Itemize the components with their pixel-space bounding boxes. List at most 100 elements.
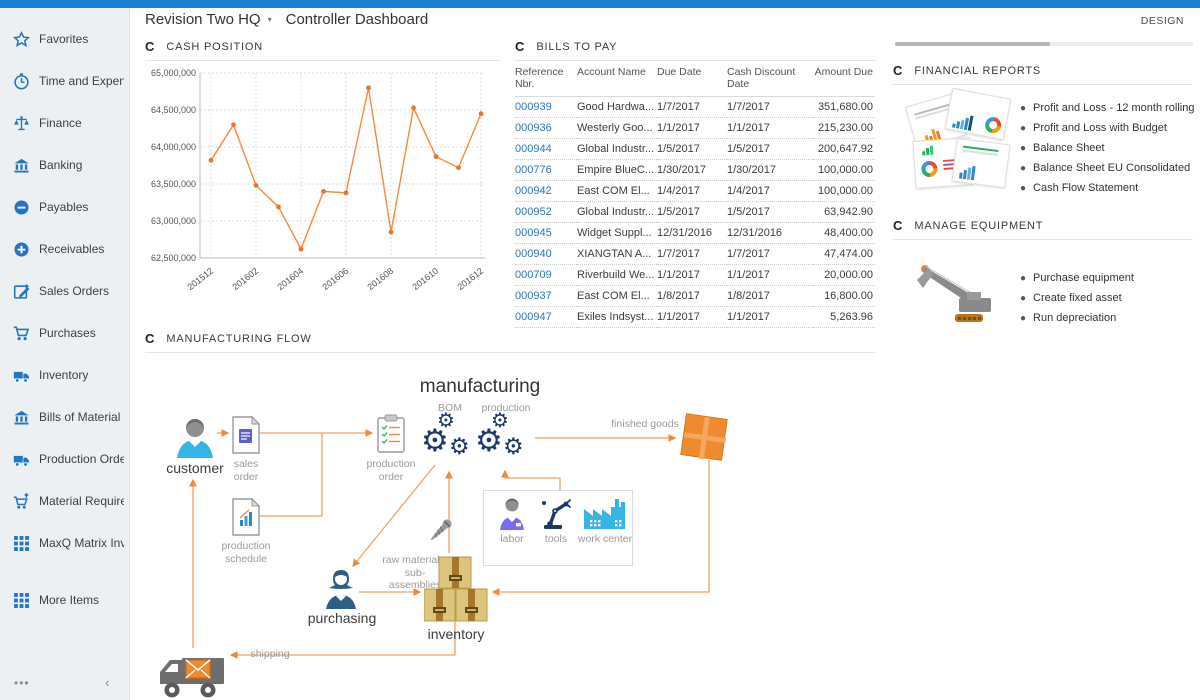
reference-link[interactable]: 000945 (515, 227, 552, 239)
sidebar-item-time-and-expenses[interactable]: Time and Expenses (0, 60, 130, 102)
amount-cell: 100,000.00 (813, 180, 875, 202)
account-cell: Global Industr... (577, 138, 657, 160)
sidebar-item-payables[interactable]: Payables (0, 186, 130, 228)
account-cell: Widget Suppl... (577, 222, 657, 244)
truck-icon (13, 371, 29, 383)
production-schedule-icon[interactable] (232, 498, 260, 536)
reference-link[interactable]: 000936 (515, 122, 552, 134)
shipping-truck-icon[interactable] (158, 650, 228, 700)
equipment-link[interactable]: ● Run depreciation (1020, 312, 1198, 325)
refresh-icon[interactable]: C (893, 218, 903, 233)
refresh-icon[interactable]: C (515, 39, 525, 54)
amount-cell: 47,474.00 (813, 243, 875, 265)
sidebar-item-material-requirem[interactable]: Material Requirem... (0, 480, 130, 522)
divider (145, 60, 500, 61)
column-header[interactable]: Account Name (577, 62, 657, 97)
bullet-icon: ● (1020, 313, 1027, 324)
customer-icon[interactable] (173, 416, 217, 460)
reference-link[interactable]: 000942 (515, 185, 552, 197)
refresh-icon[interactable]: C (893, 63, 903, 78)
sidebar-collapse-icon[interactable]: ‹ (105, 675, 110, 690)
table-row: 000944 Global Industr... 1/5/2017 1/5/2017 2… (515, 138, 875, 160)
crane-image (917, 265, 991, 322)
table-row: 000709 Riverbuild We... 1/1/2017 1/1/2017 20… (515, 264, 875, 286)
svg-text:201606: 201606 (320, 266, 350, 292)
refresh-icon[interactable]: C (145, 39, 155, 54)
sidebar-item-maxq-matrix-invent[interactable]: MaxQ Matrix Invent... (0, 522, 130, 564)
report-link[interactable]: ● Balance Sheet EU Consolidated (1020, 162, 1198, 175)
truck-icon (13, 455, 29, 467)
work-center-icon[interactable] (582, 497, 628, 531)
design-button[interactable]: DESIGN (1140, 15, 1184, 27)
column-header[interactable]: Amount Due (813, 62, 875, 97)
report-link[interactable]: ● Cash Flow Statement (1020, 182, 1198, 195)
report-link[interactable]: ● Profit and Loss with Budget (1020, 122, 1198, 135)
tools-icon[interactable] (540, 497, 572, 531)
horizontal-scrollbar-thumb[interactable] (895, 42, 1050, 46)
equipment-link[interactable]: ● Purchase equipment (1020, 272, 1198, 285)
sidebar-item-receivables[interactable]: Receivables (0, 228, 130, 270)
edit-icon (13, 283, 30, 299)
sales-order-icon[interactable] (232, 416, 260, 454)
sidebar-item-more-items[interactable]: More Items (0, 579, 130, 621)
sidebar-item-label: Material Requirem... (39, 494, 124, 508)
sidebar-item-banking[interactable]: Banking (0, 144, 130, 186)
column-header[interactable]: Due Date (657, 62, 727, 97)
sidebar-item-favorites[interactable]: Favorites (0, 18, 130, 60)
reference-link[interactable]: 000776 (515, 164, 552, 176)
column-header[interactable]: Reference Nbr. (515, 62, 577, 97)
bullet-icon: ● (1020, 163, 1027, 174)
sidebar-item-finance[interactable]: Finance (0, 102, 130, 144)
sidebar-item-bills-of-material[interactable]: Bills of Material (0, 396, 130, 438)
horizontal-scrollbar-track[interactable] (895, 42, 1193, 46)
equipment-link[interactable]: ● Create fixed asset (1020, 292, 1198, 305)
finished-goods-package-icon[interactable] (680, 413, 728, 461)
table-row: 000947 Exiles Indsyst... 1/1/2017 1/1/2017 5… (515, 306, 875, 328)
reference-link[interactable]: 000952 (515, 206, 552, 218)
table-row: 000942 East COM El... 1/4/2017 1/4/2017 100,… (515, 180, 875, 202)
account-cell: Exiles Indsyst... (577, 306, 657, 328)
production-schedule-label: production schedule (221, 540, 271, 565)
cash-position-chart[interactable]: 65,000,000 64,500,000 64,000,000 63,500,000… (143, 60, 503, 330)
report-link[interactable]: ● Profit and Loss - 12 month rolling (1020, 102, 1198, 115)
divider (893, 84, 1193, 85)
table-row: 000939 Good Hardwa... 1/7/2017 1/7/2017 351,… (515, 96, 875, 118)
table-row: 000776 Empire BlueC... 1/30/2017 1/30/2017 1… (515, 159, 875, 181)
manage-equipment-links: ● Purchase equipment ● Create fixed asset ● R… (1020, 272, 1198, 332)
screw-icon (430, 519, 452, 541)
bom-gears-icon[interactable]: ⚙ ⚙ ⚙ (421, 408, 470, 460)
sidebar-item-label: Production Orders (39, 452, 124, 466)
bullet-icon: ● (1020, 143, 1027, 154)
cart-icon (13, 326, 30, 340)
reference-link[interactable]: 000709 (515, 269, 552, 281)
sidebar-item-inventory[interactable]: Inventory (0, 354, 130, 396)
reference-link[interactable]: 000939 (515, 101, 552, 113)
labor-icon[interactable] (498, 497, 526, 531)
sidebar-item-purchases[interactable]: Purchases (0, 312, 130, 354)
reference-link[interactable]: 000940 (515, 248, 552, 260)
sidebar-item-production-orders[interactable]: Production Orders (0, 438, 130, 480)
sidebar-more-icon[interactable]: ••• (14, 676, 30, 690)
due-date-cell: 1/5/2017 (657, 138, 727, 160)
tools-label: tools (544, 533, 568, 545)
panel-title: CASH POSITION (166, 40, 263, 53)
report-link[interactable]: ● Balance Sheet (1020, 142, 1198, 155)
reference-link[interactable]: 000947 (515, 311, 552, 323)
sidebar-item-label: Finance (39, 116, 82, 130)
refresh-icon[interactable]: C (145, 331, 155, 346)
sidebar-item-sales-orders[interactable]: Sales Orders (0, 270, 130, 312)
purchasing-icon[interactable] (323, 568, 359, 610)
reference-link[interactable]: 000944 (515, 143, 552, 155)
company-selector[interactable]: Revision Two HQ (145, 11, 261, 28)
link-label: Purchase equipment (1033, 272, 1134, 284)
link-label: Cash Flow Statement (1033, 182, 1139, 194)
svg-text:65,000,000: 65,000,000 (151, 68, 196, 78)
customer-label: customer (166, 460, 224, 476)
production-gears-icon[interactable]: ⚙ ⚙ ⚙ (475, 408, 524, 460)
bills-to-pay-table: Reference Nbr. Account Name Due Date Cash D… (515, 62, 875, 328)
column-header[interactable]: Cash Discount Date (727, 62, 813, 97)
inventory-boxes-icon[interactable] (424, 555, 488, 623)
chevron-down-icon[interactable]: ▾ (267, 15, 272, 24)
reference-link[interactable]: 000937 (515, 290, 552, 302)
production-order-icon[interactable] (376, 414, 406, 454)
